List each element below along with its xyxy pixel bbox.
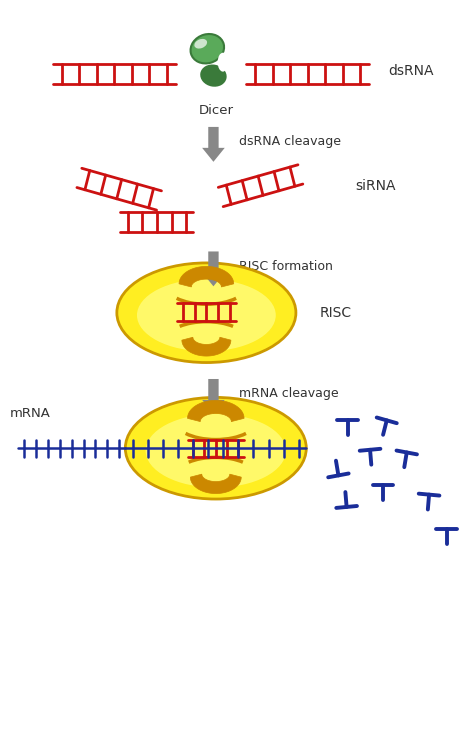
Text: dsRNA: dsRNA bbox=[388, 64, 433, 78]
Ellipse shape bbox=[201, 65, 226, 86]
FancyArrow shape bbox=[202, 251, 225, 286]
Polygon shape bbox=[179, 266, 234, 287]
Text: RISC: RISC bbox=[319, 306, 352, 320]
Ellipse shape bbox=[218, 53, 228, 72]
Text: Dicer: Dicer bbox=[198, 104, 233, 116]
Text: mRNA cleavage: mRNA cleavage bbox=[239, 388, 339, 400]
Ellipse shape bbox=[117, 263, 296, 362]
Polygon shape bbox=[188, 400, 244, 422]
Text: mRNA: mRNA bbox=[10, 406, 51, 420]
Text: dsRNA cleavage: dsRNA cleavage bbox=[239, 135, 341, 148]
Ellipse shape bbox=[191, 34, 224, 64]
Ellipse shape bbox=[137, 279, 276, 351]
Polygon shape bbox=[191, 474, 241, 494]
Text: siRNA: siRNA bbox=[355, 178, 395, 193]
Text: RISC formation: RISC formation bbox=[239, 260, 333, 273]
Ellipse shape bbox=[146, 414, 286, 488]
Polygon shape bbox=[182, 338, 231, 356]
FancyArrow shape bbox=[202, 379, 225, 414]
Ellipse shape bbox=[194, 39, 207, 49]
Ellipse shape bbox=[125, 398, 306, 499]
FancyArrow shape bbox=[202, 127, 225, 162]
